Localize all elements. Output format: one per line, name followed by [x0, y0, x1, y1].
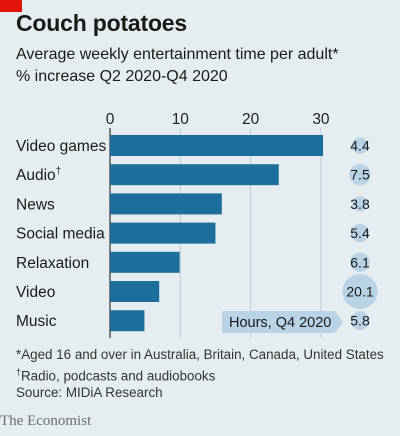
- chart-subtitle: Average weekly entertainment time per ad…: [16, 46, 339, 63]
- brand-red-tag: [0, 0, 22, 12]
- pct-increase-bubble: [352, 196, 368, 212]
- pct-increase-label: 5.4: [350, 225, 370, 241]
- bar: [110, 222, 216, 244]
- source-note: Source: MIDiA Research: [16, 385, 163, 401]
- brand-logo-text: The Economist: [0, 413, 92, 429]
- bar: [110, 281, 160, 302]
- pct-increase-bubble: [342, 273, 378, 310]
- legend-callout: [222, 311, 343, 333]
- x-tick-label: 10: [172, 111, 190, 128]
- pct-increase-label: 5.8: [350, 313, 370, 329]
- bar: [110, 193, 222, 215]
- x-tick-label: 30: [312, 111, 330, 128]
- category-label: Relaxation: [16, 255, 89, 272]
- pct-increase-label: 4.4: [350, 138, 370, 154]
- category-label: News: [16, 196, 55, 213]
- footnote-audio: †Radio, podcasts and audiobooks: [16, 364, 384, 385]
- footnote-audio-text: Radio, podcasts and audiobooks: [21, 367, 216, 383]
- footnotes: *Aged 16 and over in Australia, Britain,…: [16, 346, 384, 402]
- pct-increase-bubble: [350, 252, 370, 272]
- footnote-age: *Aged 16 and over in Australia, Britain,…: [16, 347, 384, 362]
- pct-increase-label: 3.8: [350, 196, 370, 212]
- pct-increase-label: 20.1: [346, 284, 373, 300]
- pct-increase-bubble: [350, 311, 370, 331]
- pct-increase-label: 7.5: [350, 167, 370, 183]
- chart-title: Couch potatoes: [16, 10, 187, 36]
- legend-label: Hours, Q4 2020: [229, 315, 331, 331]
- pct-increase-bubble: [350, 224, 370, 243]
- category-label: Audio†: [16, 166, 61, 184]
- bar: [110, 164, 279, 186]
- bar: [110, 251, 180, 273]
- category-label: Video: [16, 284, 55, 301]
- x-tick-label: 0: [106, 111, 115, 128]
- x-tick-label: 20: [242, 111, 260, 128]
- pct-increase-bubble: [349, 163, 371, 186]
- bar: [110, 135, 324, 156]
- chart-subtitle-units: % increase Q2 2020-Q4 2020: [16, 68, 228, 85]
- category-label: Music: [16, 313, 57, 330]
- category-label: Video games: [16, 138, 106, 155]
- category-label: Social media: [16, 226, 105, 243]
- pct-increase-bubble: [351, 137, 369, 154]
- bar: [110, 310, 145, 332]
- pct-increase-label: 6.1: [350, 254, 370, 270]
- footnote-dagger: †: [16, 366, 22, 377]
